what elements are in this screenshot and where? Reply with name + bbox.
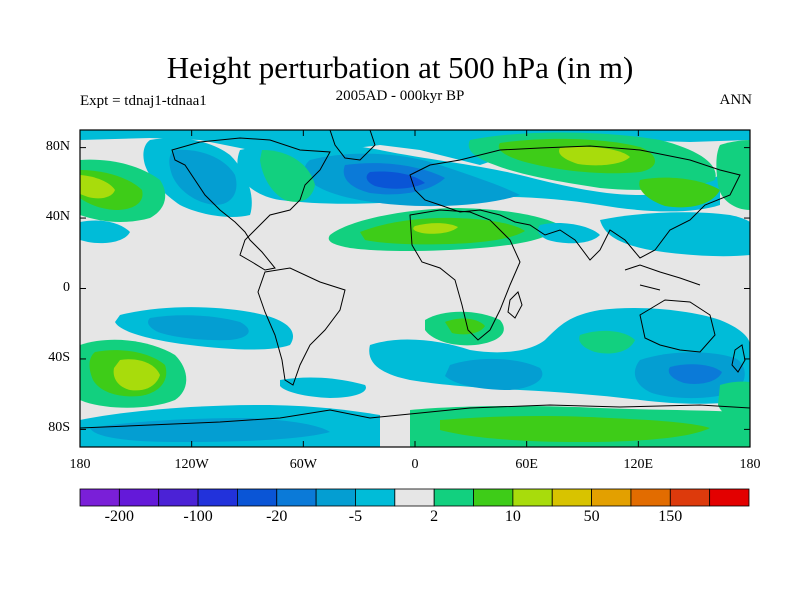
colorbar-swatch — [118, 488, 160, 507]
lat-tick-label: 80S — [48, 420, 70, 436]
colorbar-swatch — [709, 488, 750, 507]
plot-title: Height perturbation at 500 hPa (in m) — [166, 50, 634, 85]
lon-tick-label: 60E — [515, 457, 538, 472]
contour-neg-sh-atl-mid — [445, 358, 543, 390]
contour-pos-wnpac-core — [80, 175, 115, 199]
lon-tick-label: 0 — [411, 457, 419, 472]
coast-australia — [639, 299, 716, 353]
coast-greenland — [329, 130, 376, 161]
contour-pos-namerica — [260, 150, 315, 202]
coast-new-zealand — [731, 344, 746, 373]
contour-pos-antarctic-e-mid — [440, 415, 710, 442]
contour-pos-subtrop-atl-core — [413, 223, 458, 234]
contour-pos-safrica-mid — [445, 318, 485, 335]
lon-tick-label: 180 — [739, 457, 761, 472]
season-label: ANN — [719, 92, 753, 108]
contour-neg-sh-samerica — [280, 377, 366, 398]
coast-eurasia — [409, 145, 741, 261]
colorbar-label: 50 — [583, 508, 600, 525]
colorbar-swatch — [473, 488, 514, 507]
contour-neg-tropic-wpac — [600, 212, 750, 257]
contour-neg-npac-mid — [169, 149, 237, 205]
lon-tick-label: 120W — [174, 457, 209, 472]
lon-tick-label: 120E — [623, 457, 654, 472]
contour-neg-subtrop-pac — [80, 220, 130, 244]
contour-pos-ne-edge — [716, 140, 750, 210]
colorbar-swatch — [512, 488, 553, 507]
colorbar-swatch — [433, 488, 474, 507]
coast-indonesia — [624, 264, 701, 291]
coastlines — [80, 130, 750, 429]
contour-pos-sh-edge — [718, 381, 750, 421]
contour-pos-sh-indian — [579, 330, 635, 354]
contour-pos-sh-pac-core — [113, 359, 160, 391]
experiment-label: Expt = tdnaj1-tdnaa1 — [80, 93, 207, 109]
lon-tick-label: 60W — [289, 457, 317, 472]
colorbar-swatch — [591, 488, 632, 507]
coast-north-america — [171, 137, 331, 271]
coast-africa — [409, 209, 521, 341]
colorbar — [79, 488, 750, 507]
colorbar-swatch — [630, 488, 671, 507]
colorbar-swatch — [315, 488, 356, 507]
colorbar-swatch — [355, 488, 396, 507]
lat-tick-label: 80N — [45, 138, 70, 154]
colorbar-label: -20 — [266, 508, 288, 525]
contour-pos-epac — [639, 177, 720, 208]
lat-tick-label: 0 — [63, 279, 70, 295]
lat-tick-label: 40S — [48, 349, 70, 365]
colorbar-swatch — [551, 488, 592, 507]
colorbar-label: 10 — [504, 508, 521, 525]
coast-south-america — [257, 267, 346, 386]
colorbar-swatch — [394, 488, 435, 507]
colorbar-swatch — [669, 488, 711, 507]
colorbar-swatch — [237, 488, 278, 507]
colorbar-label: -5 — [348, 508, 363, 525]
colorbar-swatch — [276, 488, 317, 507]
colorbar-label: -200 — [104, 508, 134, 525]
colorbar-label: -100 — [183, 508, 213, 525]
axis-ticks — [79, 130, 751, 447]
lon-tick-label: 180 — [69, 457, 91, 472]
coast-madagascar — [507, 291, 523, 319]
contour-field — [80, 130, 750, 447]
contour-neg-arabia — [538, 223, 600, 244]
lat-tick-label: 40N — [45, 209, 70, 225]
contour-pos-eurasia-core — [559, 146, 630, 166]
colorbar-label: 150 — [658, 508, 683, 525]
colorbar-swatch — [158, 488, 199, 507]
colorbar-swatch — [197, 488, 238, 507]
colorbar-swatch — [79, 488, 120, 507]
coast-antarctica — [80, 404, 750, 429]
contour-neg-sh-pac-mid — [148, 315, 249, 341]
contour-neg-sh-aus-core — [668, 364, 722, 384]
colorbar-label: 2 — [430, 508, 439, 525]
contour-neg-antarctic-w-mid — [90, 418, 330, 442]
plot-subtitle: 2005AD - 000kyr BP — [335, 88, 465, 104]
